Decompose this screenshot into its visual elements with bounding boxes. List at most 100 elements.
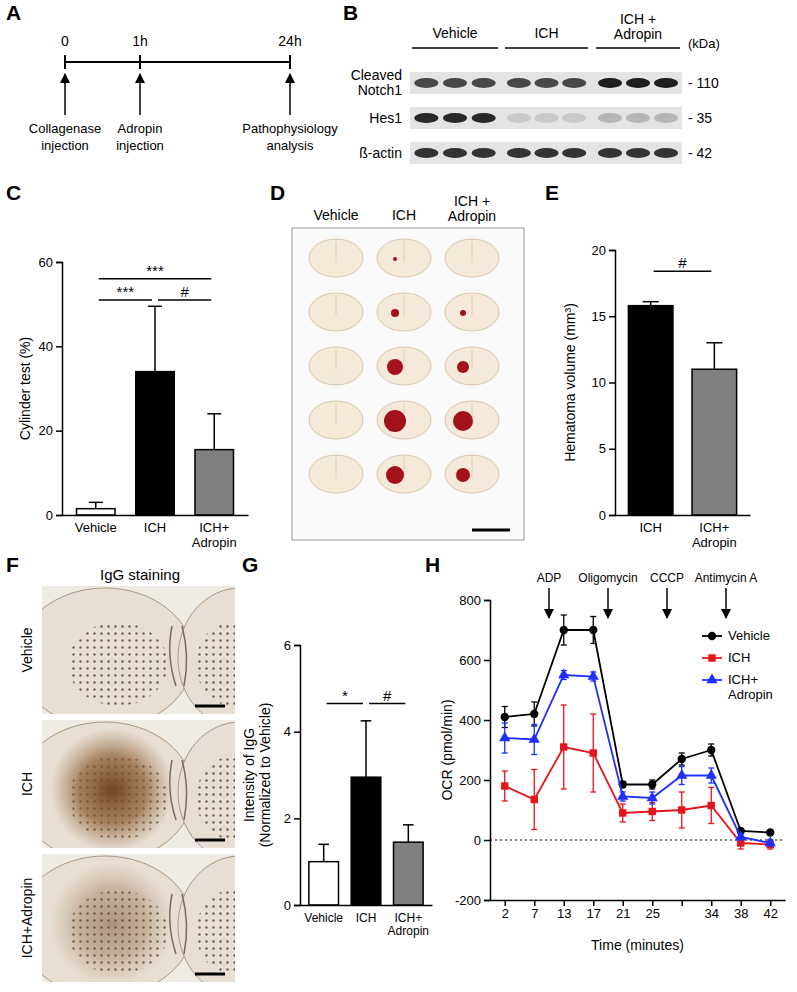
y-tick-label: 60	[39, 255, 53, 270]
error-cap	[643, 301, 659, 303]
error-bar	[714, 343, 716, 370]
y-tick-mark	[484, 780, 490, 782]
y-tick-label: 20	[39, 423, 53, 438]
row-label-line: Cleaved	[351, 67, 402, 83]
blot-band	[472, 113, 496, 123]
slice-midline	[404, 295, 405, 316]
x-tick: 13	[557, 900, 571, 921]
panel-label: G	[242, 553, 258, 576]
x-tick-mark	[682, 900, 684, 906]
blot-strip	[410, 142, 682, 164]
igg-stain	[50, 862, 174, 982]
blot-band	[562, 113, 586, 123]
y-tick-mark	[609, 382, 615, 384]
x-tick: 25	[646, 900, 660, 921]
x-tick: ICH	[144, 515, 166, 535]
significance: *#	[327, 687, 406, 704]
x-tick-label: Vehicle	[75, 520, 117, 535]
x-tick-mark	[623, 900, 625, 906]
x-tick: ICH+Adropin	[388, 905, 429, 938]
point	[558, 668, 569, 678]
point	[676, 769, 687, 779]
y-tick-label: 4	[284, 724, 291, 739]
y-tick-mark	[56, 515, 62, 517]
y-tick-mark	[294, 731, 300, 733]
error-cap	[590, 643, 596, 644]
x-tick: Vehicle	[304, 905, 343, 925]
y-tick-mark	[484, 720, 490, 722]
row-label: Hes1	[369, 110, 402, 126]
point	[678, 755, 686, 763]
error-cap	[738, 848, 744, 849]
x-axis: VehicleICHICH+Adropin	[63, 515, 249, 550]
legend-label-line: Adropin	[728, 687, 773, 702]
legend-label-line: ICH+	[728, 672, 758, 687]
figure: ABCDEFGH01h24hCollagenaseinjectionAdropi…	[0, 0, 797, 992]
error-cap	[708, 767, 714, 768]
timeline-tick	[64, 55, 66, 69]
staining-title-line: IgG staining	[100, 566, 180, 583]
point	[765, 836, 776, 846]
right-striatum	[196, 622, 235, 706]
row-label-group: ICH	[19, 772, 35, 796]
x-tick-label-line: ICH	[144, 520, 166, 535]
y-tick-mark	[484, 600, 490, 602]
blot-band	[562, 78, 586, 88]
point	[707, 746, 715, 754]
x-tick: ICH+Adropin	[692, 515, 737, 550]
panel-label-line: G	[242, 553, 258, 576]
x-tick-mark	[741, 900, 743, 906]
y-label-group: Hematoma volume (mm³)	[562, 303, 578, 462]
x-tick-label-line: 7	[531, 906, 538, 921]
error-cap	[620, 800, 626, 801]
panel-label: F	[6, 553, 19, 576]
x-tick-label: ICH	[639, 520, 661, 535]
left-hemisphere	[42, 856, 193, 982]
y-axis-title-line: (Normalized to Vehicle)	[257, 703, 273, 848]
error-cap	[649, 820, 655, 821]
left-hemisphere	[42, 588, 193, 714]
error-cap	[708, 755, 714, 756]
row-label: Vehicle	[19, 627, 35, 672]
brain-slice	[309, 293, 363, 331]
legend: VehicleICHICH+Adropin	[702, 628, 773, 702]
y-axis: 0246	[284, 638, 301, 913]
point	[617, 790, 628, 800]
error-cap	[679, 784, 685, 785]
y-tick-mark	[294, 645, 300, 647]
x-tick-label-line: 21	[616, 906, 630, 921]
row-label: ß-actin	[359, 145, 402, 161]
brain-slice	[377, 455, 431, 493]
significance-label: #	[383, 687, 392, 704]
staining-title: IgG staining	[100, 566, 180, 583]
row-label-line: ICH+Adropin	[19, 878, 35, 959]
y-tick: 200	[459, 773, 490, 788]
event-arrow	[139, 74, 141, 115]
y-axis-title: Intensity of IgG(Normalized to Vehicle)	[241, 703, 273, 848]
y-tick-label: 400	[459, 713, 481, 728]
bar	[77, 509, 116, 515]
y-tick-label: 0	[599, 508, 606, 523]
x-tick-label: 13	[557, 906, 571, 921]
hematoma	[453, 411, 473, 431]
row-label-group: ICH+Adropin	[19, 878, 35, 959]
blot-band	[414, 148, 438, 158]
y-tick-label: 800	[459, 593, 481, 608]
panel-label-line: A	[6, 1, 21, 24]
brain-slice	[445, 455, 499, 493]
blot-band	[443, 78, 467, 88]
x-tick-mark	[593, 900, 595, 906]
row-label-line: ICH	[19, 772, 35, 796]
event-label-line: Adropin	[118, 121, 163, 136]
error-cap	[679, 752, 685, 753]
significance-label-line: *	[342, 687, 348, 704]
x-tick: Vehicle	[75, 515, 117, 535]
brain-slice	[309, 401, 363, 439]
time-label: 24h	[278, 33, 301, 49]
point	[678, 806, 685, 813]
point	[531, 796, 538, 803]
brain-slice	[445, 347, 499, 385]
x-tick-label: 17	[587, 906, 601, 921]
y-axis-title-line: Cylinder test (%)	[17, 337, 33, 440]
brain-slice	[309, 239, 363, 277]
